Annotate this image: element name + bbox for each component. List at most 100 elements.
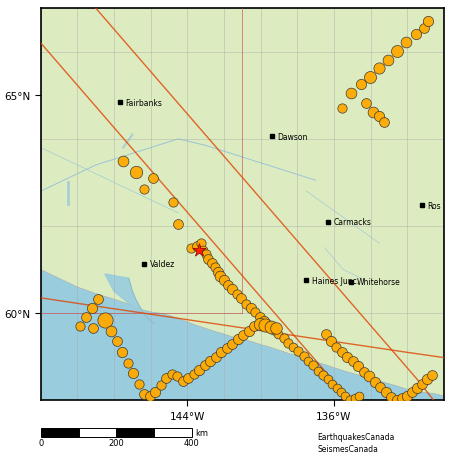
Point (348, 90, 355, 97)
Point (409, 389, 416, 396)
Point (247, 304, 254, 312)
Point (280, 335, 287, 342)
Text: Carmacks: Carmacks (334, 217, 372, 227)
Point (256, 321, 263, 328)
Point (337, 389, 345, 396)
Point (381, 119, 388, 126)
Point (196, 247, 203, 254)
Point (135, 380, 142, 388)
Text: Dawson: Dawson (277, 132, 308, 142)
Point (208, 260, 216, 267)
Point (261, 318, 268, 325)
Point (234, 336, 241, 343)
Point (212, 353, 219, 360)
Polygon shape (105, 274, 154, 324)
Text: EarthquakesCanada
SeismesCanada: EarthquakesCanada SeismesCanada (317, 432, 395, 453)
Point (425, 19, 432, 26)
Point (284, 339, 292, 347)
Point (179, 377, 187, 384)
Point (101, 316, 109, 324)
Point (251, 323, 258, 330)
Point (355, 363, 362, 370)
Point (366, 373, 373, 380)
Point (169, 199, 176, 206)
Point (328, 380, 336, 388)
Bar (116, 428, 154, 437)
Point (221, 277, 228, 284)
Point (403, 40, 410, 47)
Point (157, 382, 164, 389)
Text: Whitehorse: Whitehorse (357, 278, 400, 287)
Point (217, 349, 225, 356)
Point (256, 313, 263, 321)
Bar (154, 428, 192, 437)
Point (342, 392, 349, 399)
Bar (78, 428, 116, 437)
Point (196, 366, 203, 374)
Text: Ros: Ros (428, 201, 441, 210)
Point (267, 324, 275, 331)
Point (242, 300, 250, 308)
Point (351, 394, 358, 402)
Point (124, 360, 131, 367)
Point (366, 74, 373, 81)
Point (356, 392, 363, 399)
Point (198, 240, 205, 248)
Point (333, 344, 340, 351)
Point (349, 358, 357, 365)
Point (360, 369, 367, 376)
Point (88, 304, 96, 312)
Point (174, 221, 182, 228)
Point (399, 394, 406, 402)
Text: Valdez: Valdez (150, 260, 175, 269)
Point (275, 331, 282, 338)
Point (343, 353, 351, 360)
Point (300, 353, 308, 360)
Text: 400: 400 (184, 439, 200, 447)
Point (387, 393, 395, 400)
Point (338, 349, 345, 356)
Point (146, 392, 154, 399)
Point (371, 379, 378, 386)
Point (190, 371, 198, 378)
Point (205, 255, 212, 263)
Point (347, 397, 354, 404)
Point (211, 264, 218, 272)
Text: Haines Junc.: Haines Junc. (312, 276, 359, 285)
Point (89, 325, 96, 332)
Point (393, 397, 400, 404)
Point (420, 25, 427, 32)
Point (424, 376, 431, 383)
Point (214, 268, 221, 276)
Point (382, 389, 389, 396)
Point (322, 331, 329, 338)
Point (82, 314, 89, 321)
Point (294, 348, 302, 355)
Point (108, 327, 115, 334)
Point (262, 322, 269, 329)
Text: Fairbanks: Fairbanks (125, 99, 162, 107)
Point (309, 362, 317, 369)
Point (251, 309, 259, 316)
Point (414, 384, 421, 392)
Text: km: km (196, 428, 208, 437)
Point (238, 294, 245, 302)
Point (240, 332, 247, 339)
Point (95, 296, 102, 303)
Point (314, 367, 322, 374)
Point (120, 157, 127, 165)
Point (223, 344, 231, 352)
Point (289, 344, 297, 351)
Point (429, 372, 436, 379)
Point (375, 113, 382, 121)
Bar (41, 428, 78, 437)
Point (201, 362, 208, 369)
Point (376, 384, 384, 391)
Point (152, 388, 159, 395)
Point (149, 175, 156, 182)
Point (245, 327, 252, 334)
Point (130, 370, 137, 377)
Point (233, 290, 241, 298)
Point (193, 243, 200, 250)
Point (141, 186, 148, 193)
